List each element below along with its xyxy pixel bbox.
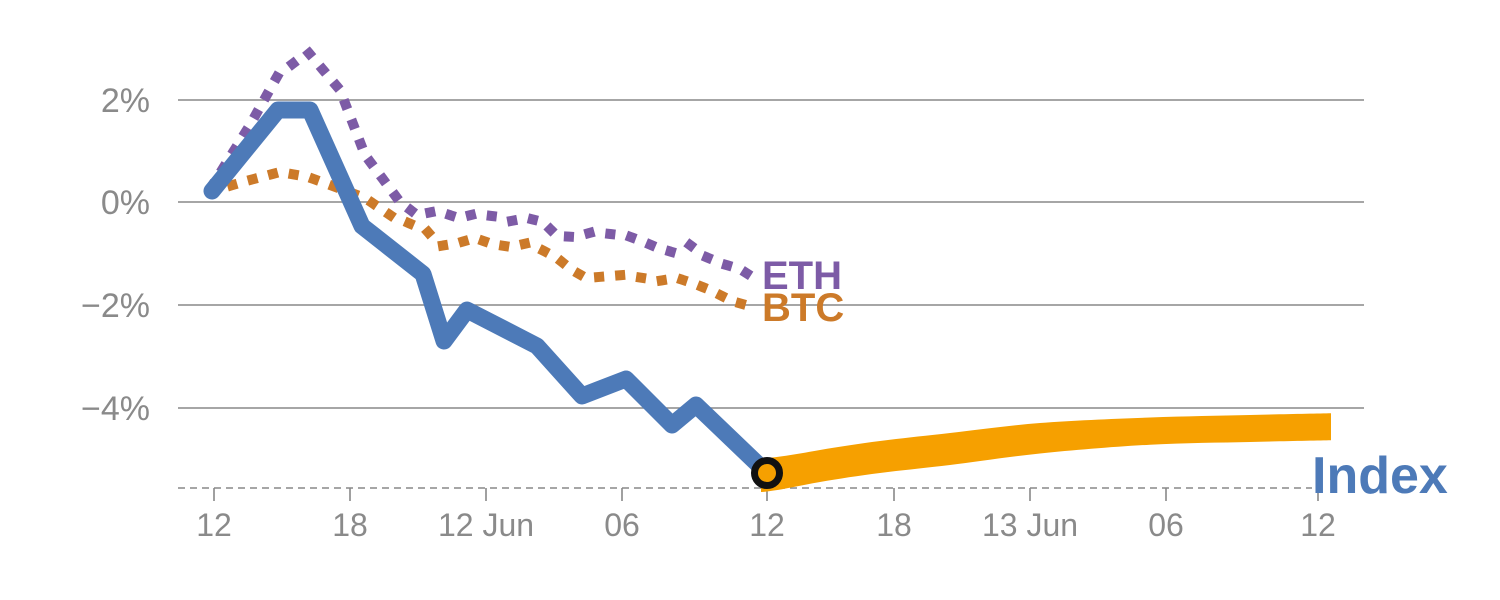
svg-text:06: 06 [604, 507, 640, 543]
svg-text:−4%: −4% [81, 390, 150, 428]
svg-text:12: 12 [749, 507, 785, 543]
svg-text:Index: Index [1312, 447, 1448, 505]
svg-text:12 Jun: 12 Jun [438, 507, 534, 543]
svg-text:2%: 2% [101, 82, 150, 120]
svg-text:18: 18 [332, 507, 368, 543]
svg-text:12: 12 [1300, 507, 1336, 543]
svg-text:0%: 0% [101, 184, 150, 222]
svg-text:12: 12 [196, 507, 232, 543]
svg-text:−2%: −2% [81, 287, 150, 325]
svg-text:13 Jun: 13 Jun [982, 507, 1078, 543]
svg-text:BTC: BTC [762, 286, 844, 330]
svg-text:18: 18 [876, 507, 912, 543]
svg-text:06: 06 [1148, 507, 1184, 543]
